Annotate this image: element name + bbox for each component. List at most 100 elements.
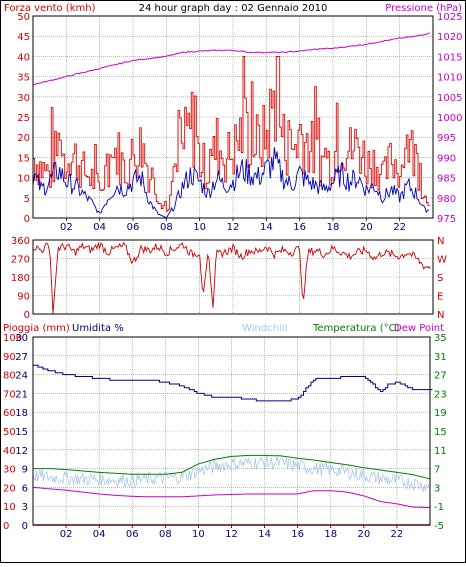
windchill-line: [32, 455, 430, 494]
right-tick-label: 7: [434, 465, 440, 476]
humidity-axis-title: Umidita %: [72, 323, 124, 334]
direction-panel-grid: [33, 240, 433, 314]
dewpoint-line: [32, 486, 431, 509]
left-tick-label: 360: [11, 236, 30, 247]
x-tick-label: 10: [193, 222, 206, 233]
right-tick-label: 1020: [437, 32, 462, 43]
right-tick-label: S: [437, 273, 443, 284]
x-tick-label: 02: [60, 222, 73, 233]
right-tick-label: 1025: [437, 12, 462, 23]
right-tick-label: 35: [434, 333, 447, 344]
wind-panel-series: [32, 32, 430, 219]
humidity-tick-label: 6: [22, 483, 28, 494]
right-tick-label: 3: [434, 483, 440, 494]
x-tick-label: 16: [291, 529, 304, 540]
right-tick-label: -5: [434, 521, 444, 532]
temp-panel-x-ticks: 02 04 06 08 10 12 14 16 18 20 22: [60, 525, 404, 540]
wind-panel-x-ticks: 02 04 06 08 10 12 14 16 18 20 22: [60, 218, 406, 233]
x-tick-label: 12: [225, 529, 238, 540]
right-tick-label: 1005: [437, 93, 462, 104]
left-tick-label: 30: [3, 465, 16, 476]
x-tick-label: 18: [324, 529, 337, 540]
wind-direction-line: [32, 241, 431, 315]
pressure-axis-ticks: 975 980 985 990 995 1000 1005 1010 1015 1020 1025: [437, 12, 462, 225]
right-tick-label: 19: [434, 408, 447, 419]
pressure-line: [32, 32, 430, 86]
left-tick-label: 100: [3, 333, 22, 344]
wind-axis-title: Forza vento (kmh): [4, 3, 96, 14]
right-tick-label: W: [437, 255, 447, 266]
temp-panel-frame: [32, 336, 431, 526]
left-tick-label: 80: [3, 371, 16, 382]
humidity-tick-label: 18: [15, 408, 28, 419]
humidity-line: [33, 364, 433, 402]
right-tick-label: N: [437, 310, 444, 321]
x-tick-label: 12: [227, 222, 240, 233]
right-tick-label: 27: [434, 371, 447, 382]
rain-axis-title: Pioggia (mm): [3, 323, 70, 334]
direction-panel-frame: [32, 239, 434, 315]
humidity-axis-ticks: 0 3 6 9 12 15 18 21 24 27 30: [15, 333, 28, 532]
rain-axis-ticks: 0 10 20 30 40 50 60 70 80 90 100: [3, 333, 22, 532]
left-tick-label: 270: [11, 255, 30, 266]
humidity-tick-label: 15: [15, 427, 28, 438]
left-tick-label: 70: [3, 389, 16, 400]
x-tick-label: 20: [357, 529, 370, 540]
left-tick-label: 10: [3, 502, 16, 513]
left-tick-label: 0: [3, 521, 9, 532]
right-tick-label: 1000: [437, 113, 462, 124]
x-tick-label: 22: [393, 222, 406, 233]
right-tick-label: N: [437, 236, 444, 247]
left-tick-label: 45: [17, 32, 30, 43]
wind-axis-ticks: 0 5 10 15 20 25 30 35 40 45 50: [17, 12, 30, 225]
right-tick-label: 985: [437, 174, 456, 185]
x-tick-label: 16: [293, 222, 306, 233]
x-tick-label: 14: [260, 222, 273, 233]
x-tick-label: 10: [192, 529, 205, 540]
x-tick-label: 14: [258, 529, 271, 540]
temperature-line: [33, 454, 431, 480]
right-tick-label: 31: [434, 352, 447, 363]
left-tick-label: 35: [17, 73, 30, 84]
windchill-legend: Windchill: [242, 323, 287, 334]
pressure-axis-title: Pressione (hPa): [385, 3, 462, 14]
humidity-tick-label: 21: [15, 389, 28, 400]
left-tick-label: 20: [17, 133, 30, 144]
x-tick-label: 22: [391, 529, 404, 540]
left-tick-label: 10: [17, 174, 30, 185]
left-tick-label: 90: [17, 292, 30, 303]
left-tick-label: 0: [24, 310, 30, 321]
direction-panel-series: [32, 241, 431, 315]
humidity-tick-label: 9: [22, 465, 28, 476]
left-tick-label: 20: [3, 483, 16, 494]
humidity-tick-label: 12: [15, 446, 28, 457]
x-tick-label: 04: [93, 222, 106, 233]
direction-degree-ticks: 0 90 180 270 360: [11, 236, 30, 321]
right-tick-label: 975: [437, 214, 456, 225]
x-tick-label: 18: [327, 222, 340, 233]
right-tick-label: 990: [437, 153, 456, 164]
right-tick-label: 1015: [437, 52, 462, 63]
temperature-axis-title: Temperatura (°C): [312, 323, 400, 334]
temperature-axis-ticks: -5 -1 3 7 11 15 19 23 27 31 35: [434, 333, 447, 532]
left-tick-label: 50: [17, 12, 30, 23]
right-tick-label: 23: [434, 389, 447, 400]
left-tick-label: 50: [3, 427, 16, 438]
right-tick-label: E: [437, 292, 443, 303]
x-tick-label: 06: [127, 222, 140, 233]
right-tick-label: 995: [437, 133, 456, 144]
right-tick-label: 1010: [437, 73, 462, 84]
humidity-tick-label: 30: [15, 333, 28, 344]
right-tick-label: 11: [434, 446, 447, 457]
left-tick-label: 30: [17, 93, 30, 104]
right-tick-label: 15: [434, 427, 447, 438]
x-tick-label: 02: [60, 529, 73, 540]
left-tick-label: 15: [17, 153, 30, 164]
wind-gust-line: [33, 55, 430, 212]
x-tick-label: 08: [160, 222, 173, 233]
x-tick-label: 04: [93, 529, 106, 540]
left-tick-label: 90: [3, 352, 16, 363]
